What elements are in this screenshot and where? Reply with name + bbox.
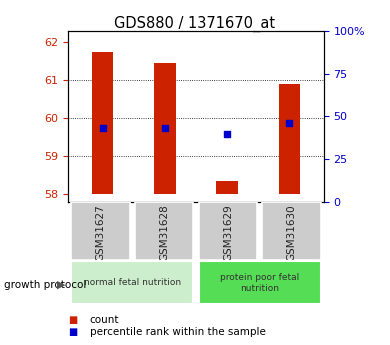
Point [224, 131, 230, 136]
Bar [262, 202, 321, 260]
Text: percentile rank within the sample: percentile rank within the sample [90, 327, 266, 337]
Text: GDS880 / 1371670_at: GDS880 / 1371670_at [114, 16, 276, 32]
Point [162, 126, 168, 131]
Text: ■: ■ [68, 315, 78, 325]
Bar [135, 202, 193, 260]
Point [286, 120, 292, 126]
Text: GSM31627: GSM31627 [95, 204, 105, 261]
Text: GSM31628: GSM31628 [159, 204, 169, 261]
Bar [154, 63, 176, 194]
Text: count: count [90, 315, 119, 325]
Text: normal fetal nutrition: normal fetal nutrition [83, 278, 181, 287]
Bar [92, 52, 113, 194]
Bar [278, 84, 300, 194]
Text: GSM31630: GSM31630 [287, 204, 297, 260]
Text: protein poor fetal
nutrition: protein poor fetal nutrition [220, 273, 300, 293]
Bar [199, 202, 257, 260]
Text: ▶: ▶ [57, 280, 66, 289]
Text: ■: ■ [68, 327, 78, 337]
Text: growth protocol: growth protocol [4, 280, 86, 289]
Text: GSM31629: GSM31629 [223, 204, 233, 261]
Bar [216, 181, 238, 194]
Bar [71, 202, 129, 260]
Point [99, 126, 106, 131]
Bar [71, 262, 193, 304]
Bar [199, 262, 321, 304]
